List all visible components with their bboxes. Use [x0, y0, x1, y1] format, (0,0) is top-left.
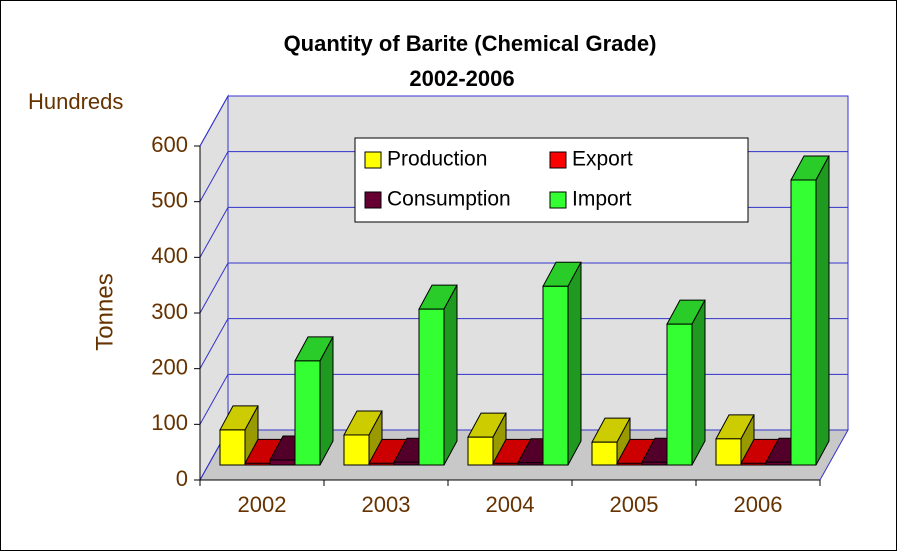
bar	[542, 285, 569, 466]
legend-label: Import	[572, 188, 632, 211]
bar	[666, 323, 693, 466]
bar	[343, 434, 370, 466]
legend-swatch	[549, 151, 567, 169]
bar	[418, 308, 445, 466]
y-axis-label: Tonnes	[91, 273, 118, 350]
grid-line	[199, 95, 848, 147]
y-tick-label: 100	[151, 410, 188, 435]
x-tick-label: 2006	[734, 492, 783, 517]
bar-side	[443, 284, 458, 466]
x-tick-label: 2005	[610, 492, 659, 517]
y-tick-label: 500	[151, 187, 188, 212]
chart-subtitle: 2002-2006	[409, 66, 514, 91]
bar	[616, 462, 643, 466]
x-tick-label: 2003	[362, 492, 411, 517]
bar	[492, 462, 519, 466]
bar-side	[815, 155, 830, 466]
bar	[790, 179, 817, 466]
x-tick-label: 2002	[238, 492, 287, 517]
legend-label: Consumption	[387, 188, 511, 211]
bar	[765, 461, 792, 466]
bar	[591, 441, 618, 466]
bar-side	[567, 262, 582, 466]
bar	[467, 436, 494, 466]
bar	[294, 360, 321, 466]
legend-swatch	[364, 191, 382, 209]
legend-swatch	[364, 151, 382, 169]
y-unit-label: Hundreds	[28, 89, 123, 114]
legend-label: Production	[387, 148, 487, 171]
legend-swatch	[549, 191, 567, 209]
bar	[393, 461, 420, 466]
grid-line	[199, 373, 848, 425]
y-tick-label: 200	[151, 354, 188, 379]
bar	[244, 462, 271, 466]
y-tick-label: 0	[176, 466, 188, 491]
bar	[641, 461, 668, 466]
legend-label: Export	[572, 148, 633, 171]
bar	[517, 462, 544, 466]
bar	[368, 462, 395, 466]
y-tick-label: 300	[151, 299, 188, 324]
bar	[219, 429, 246, 466]
grid-line	[199, 262, 848, 314]
bar	[715, 438, 742, 466]
bar-side	[691, 299, 706, 466]
grid-line	[199, 318, 848, 369]
chart-title: Quantity of Barite (Chemical Grade)	[284, 31, 657, 56]
y-tick-label: 600	[151, 132, 188, 157]
y-tick-label: 400	[151, 243, 188, 268]
x-tick-label: 2004	[486, 492, 535, 517]
bar	[269, 459, 296, 466]
bar	[740, 462, 767, 466]
